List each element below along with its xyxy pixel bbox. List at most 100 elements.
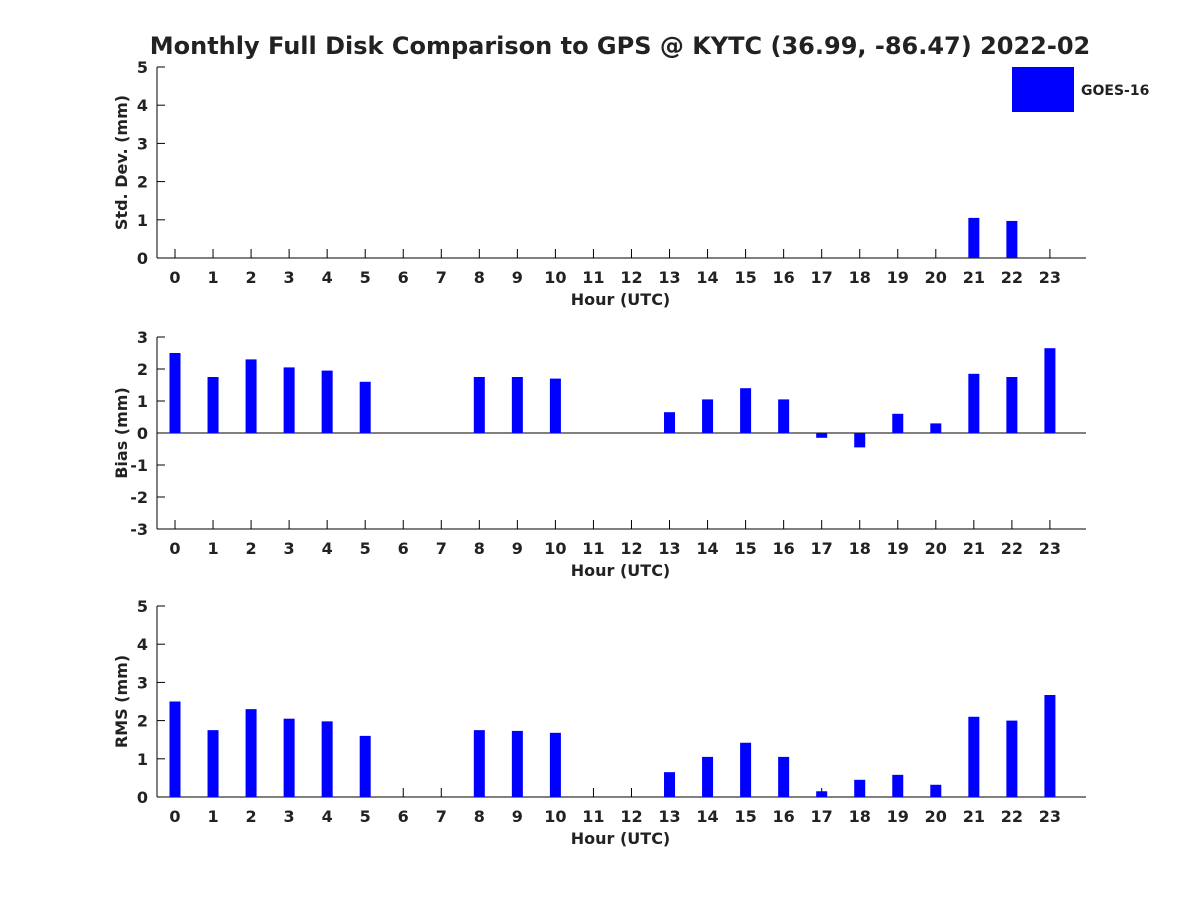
std-dev-bar-hour-22 bbox=[1006, 220, 1018, 258]
bias-x-tick-label: 15 bbox=[734, 539, 756, 558]
std-dev-y-axis-label: Std. Dev. (mm) bbox=[112, 95, 131, 230]
bias-x-tick-label: 10 bbox=[544, 539, 566, 558]
bias-x-tick-label: 11 bbox=[582, 539, 604, 558]
std-dev-x-axis-label: Hour (UTC) bbox=[571, 290, 671, 309]
bias-y-tick-label: 3 bbox=[137, 328, 148, 347]
std-dev-x-tick-label: 9 bbox=[512, 268, 523, 287]
rms-bar-hour-23 bbox=[1044, 695, 1056, 797]
std-dev-x-tick-label: 17 bbox=[811, 268, 833, 287]
rms-bar-hour-10 bbox=[549, 732, 561, 797]
std-dev-x-tick-label: 13 bbox=[658, 268, 680, 287]
rms-y-tick-label: 1 bbox=[137, 750, 148, 769]
rms-bar-hour-22 bbox=[1006, 720, 1018, 797]
rms-x-axis-label: Hour (UTC) bbox=[571, 829, 671, 848]
std-dev-x-tick-label: 0 bbox=[169, 268, 180, 287]
bias-x-tick-label: 8 bbox=[474, 539, 485, 558]
bias-bar-hour-0 bbox=[169, 353, 181, 433]
rms-bar-hour-4 bbox=[321, 721, 333, 797]
std-dev-y-tick-label: 0 bbox=[137, 249, 148, 268]
std-dev-x-tick-label: 5 bbox=[360, 268, 371, 287]
bias-x-tick-label: 1 bbox=[207, 539, 218, 558]
bias-bar-hour-22 bbox=[1006, 377, 1018, 433]
bias-x-tick-label: 6 bbox=[398, 539, 409, 558]
std-dev-x-tick-label: 2 bbox=[246, 268, 257, 287]
rms-bar-hour-2 bbox=[245, 709, 257, 797]
std-dev-y-tick-label: 5 bbox=[137, 58, 148, 77]
std-dev-x-tick-label: 6 bbox=[398, 268, 409, 287]
bias-bar-hour-19 bbox=[892, 413, 904, 433]
bias-x-tick-label: 12 bbox=[620, 539, 642, 558]
rms-x-tick-label: 9 bbox=[512, 807, 523, 826]
rms-y-tick-label: 3 bbox=[137, 673, 148, 692]
rms-bar-hour-13 bbox=[664, 772, 676, 797]
bias-y-tick-label: 0 bbox=[137, 424, 148, 443]
rms-bar-hour-17 bbox=[816, 791, 828, 797]
std-dev-x-tick-label: 19 bbox=[887, 268, 909, 287]
bias-y-tick-label: -2 bbox=[130, 488, 148, 507]
bias-bar-hour-9 bbox=[511, 377, 523, 433]
rms-y-tick-label: 0 bbox=[137, 788, 148, 807]
rms-x-tick-label: 8 bbox=[474, 807, 485, 826]
std-dev-x-tick-label: 10 bbox=[544, 268, 566, 287]
rms-x-tick-label: 14 bbox=[696, 807, 718, 826]
rms-bar-hour-19 bbox=[892, 774, 904, 797]
std-dev-x-tick-label: 15 bbox=[734, 268, 756, 287]
bias-y-tick-label: 2 bbox=[137, 360, 148, 379]
rms-bar-hour-1 bbox=[207, 730, 219, 797]
std-dev-y-tick-label: 1 bbox=[137, 211, 148, 230]
rms-y-tick-label: 5 bbox=[137, 597, 148, 616]
std-dev-x-tick-label: 22 bbox=[1001, 268, 1023, 287]
rms-x-tick-label: 0 bbox=[169, 807, 180, 826]
bias-x-tick-label: 0 bbox=[169, 539, 180, 558]
rms-bar-hour-16 bbox=[778, 756, 790, 797]
rms-x-tick-label: 16 bbox=[773, 807, 795, 826]
rms-y-tick-label: 2 bbox=[137, 712, 148, 731]
bias-bar-hour-10 bbox=[549, 378, 561, 433]
bias-x-tick-label: 20 bbox=[925, 539, 947, 558]
bias-bar-hour-15 bbox=[740, 388, 752, 433]
rms-x-tick-label: 17 bbox=[811, 807, 833, 826]
rms-x-tick-label: 5 bbox=[360, 807, 371, 826]
bias-x-tick-label: 9 bbox=[512, 539, 523, 558]
rms-bar-hour-15 bbox=[740, 742, 752, 797]
rms-x-tick-label: 6 bbox=[398, 807, 409, 826]
bias-x-tick-label: 2 bbox=[246, 539, 257, 558]
bias-x-tick-label: 7 bbox=[436, 539, 447, 558]
bias-x-tick-label: 14 bbox=[696, 539, 718, 558]
std-dev-x-tick-label: 4 bbox=[322, 268, 333, 287]
bias-bar-hour-16 bbox=[778, 399, 790, 433]
rms-y-tick-label: 4 bbox=[137, 635, 148, 654]
bias-x-axis-label: Hour (UTC) bbox=[571, 561, 671, 580]
std-dev-y-tick-label: 3 bbox=[137, 134, 148, 153]
std-dev-x-tick-label: 7 bbox=[436, 268, 447, 287]
rms-x-tick-label: 18 bbox=[849, 807, 871, 826]
bias-bar-hour-13 bbox=[664, 412, 676, 433]
std-dev-x-tick-label: 18 bbox=[849, 268, 871, 287]
rms-x-tick-label: 7 bbox=[436, 807, 447, 826]
rms-x-tick-label: 3 bbox=[284, 807, 295, 826]
bias-bar-hour-18 bbox=[854, 433, 866, 448]
rms-x-tick-label: 19 bbox=[887, 807, 909, 826]
std-dev-x-tick-label: 20 bbox=[925, 268, 947, 287]
legend-swatch bbox=[1012, 67, 1074, 112]
rms-x-tick-label: 15 bbox=[734, 807, 756, 826]
std-dev-x-tick-label: 8 bbox=[474, 268, 485, 287]
rms-x-tick-label: 22 bbox=[1001, 807, 1023, 826]
bias-bar-hour-21 bbox=[968, 373, 980, 433]
rms-bar-hour-9 bbox=[511, 730, 523, 797]
bias-bar-hour-5 bbox=[359, 381, 371, 433]
std-dev-x-tick-label: 3 bbox=[284, 268, 295, 287]
std-dev-x-tick-label: 1 bbox=[207, 268, 218, 287]
bias-bar-hour-8 bbox=[473, 377, 485, 433]
legend-label: GOES-16 bbox=[1081, 83, 1149, 99]
bias-bar-hour-2 bbox=[245, 359, 257, 433]
bias-x-tick-label: 3 bbox=[284, 539, 295, 558]
rms-x-tick-label: 10 bbox=[544, 807, 566, 826]
rms-bar-hour-8 bbox=[473, 730, 485, 797]
bias-y-tick-label: 1 bbox=[137, 392, 148, 411]
bias-x-tick-label: 21 bbox=[963, 539, 985, 558]
bias-bar-hour-14 bbox=[702, 399, 714, 433]
std-dev-x-tick-label: 23 bbox=[1039, 268, 1061, 287]
